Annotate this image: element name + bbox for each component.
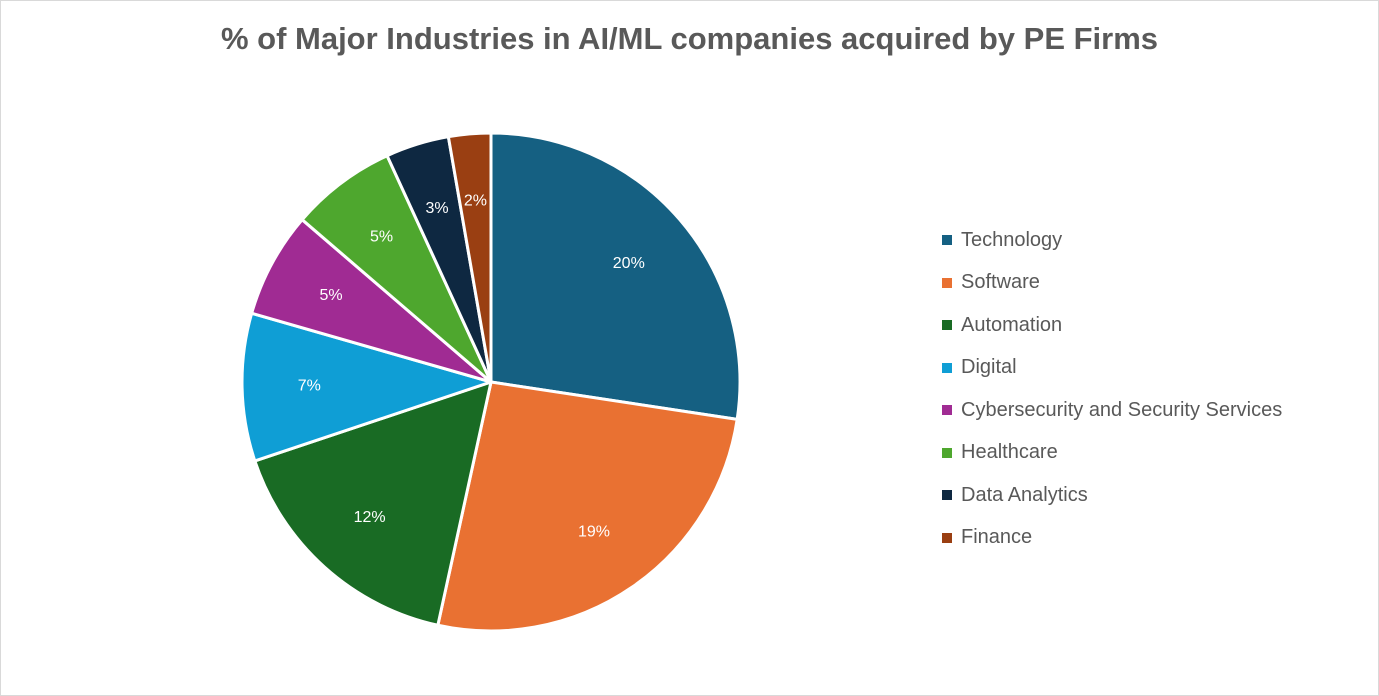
pie-slice-finance [446,131,493,384]
data-label-software: 19% [578,523,610,540]
legend-label: Automation [961,313,1063,336]
legend-label: Software [961,271,1040,294]
data-label-finance: 2% [464,192,487,209]
data-label-automation: 12% [354,509,386,526]
legend-swatch [942,447,952,458]
data-label-healthcare: 5% [370,228,393,245]
legend-label: Healthcare [961,441,1058,464]
legend-swatch [942,405,952,416]
legend-item-finance: Finance [942,517,1282,560]
data-label-digital: 7% [298,377,321,394]
legend-item-automation: Automation [942,304,1282,347]
legend-swatch [942,532,952,543]
legend-swatch [942,277,952,288]
legend: Technology Software Automation Digital Cyber… [942,219,1282,559]
pie-slice-healthcare [300,154,493,384]
legend-label: Technology [961,228,1063,251]
legend-item-digital: Digital [942,347,1282,390]
data-label-cybersecurity-and-security-services: 5% [319,287,342,304]
legend-item-healthcare: Healthcare [942,432,1282,475]
legend-label: Digital [961,356,1017,379]
pie-slice-technology [489,131,742,421]
legend-swatch [942,320,952,331]
legend-label: Finance [961,526,1033,549]
legend-swatch [942,490,952,501]
legend-swatch [942,235,952,246]
chart-title: % of Major Industries in AI/ML companies… [220,21,1159,56]
pie-slice-digital [240,311,493,463]
pie-slice-software [436,380,739,633]
legend-item-technology: Technology [942,219,1282,262]
legend-item-cybersecurity-and-security-services: Cybersecurity and Security Services [942,389,1282,432]
data-label-technology: 20% [613,255,645,272]
legend-label: Cybersecurity and Security Services [961,398,1283,421]
pie-slice-cybersecurity-and-security-services [250,218,493,384]
legend-item-software: Software [942,262,1282,305]
legend-item-data-analytics: Data Analytics [942,474,1282,517]
legend-label: Data Analytics [961,483,1088,506]
data-label-data-analytics: 3% [426,200,449,217]
legend-swatch [942,362,952,373]
